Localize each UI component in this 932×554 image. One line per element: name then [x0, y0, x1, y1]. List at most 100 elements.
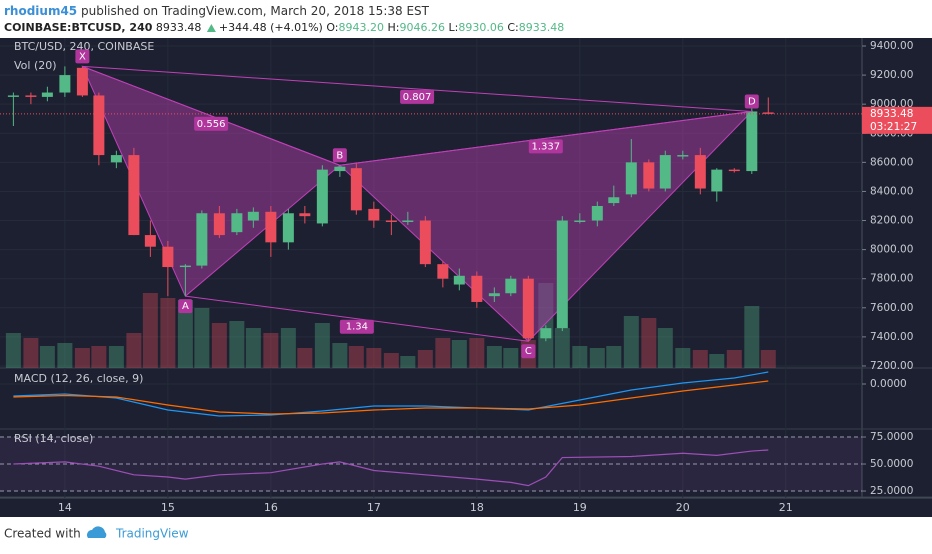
- volume-bar: [675, 348, 691, 368]
- ratio-line: [339, 110, 752, 166]
- candle-body: [574, 220, 586, 222]
- candle-body: [265, 211, 277, 243]
- volume-bar: [400, 356, 416, 368]
- brand-logo: [87, 526, 107, 538]
- y-tick-label: 8400.00: [870, 185, 913, 197]
- price: 8933.48: [156, 21, 202, 34]
- c-value: 8933.48: [519, 21, 565, 34]
- indicator-line: [13, 371, 769, 417]
- volume-bar: [641, 318, 657, 368]
- candle-body: [488, 293, 500, 297]
- volume-bar: [74, 348, 90, 368]
- volume-bar: [39, 346, 55, 368]
- footer: Created with TradingView: [4, 526, 189, 541]
- volume-bar: [23, 338, 39, 368]
- y-tick-label: 0.0000: [870, 378, 907, 390]
- l-label: L:: [448, 21, 458, 34]
- x-tick-label: 14: [58, 501, 72, 514]
- indicator-line: [13, 380, 769, 415]
- o-label: O:: [326, 21, 338, 34]
- volume-bar: [211, 323, 227, 368]
- volume-bar: [692, 350, 708, 368]
- volume-bar: [280, 328, 296, 368]
- ratio-label: 1.34: [346, 322, 368, 333]
- candle-body: [643, 162, 655, 189]
- x-tick-label: 16: [264, 501, 278, 514]
- candle-body: [453, 275, 465, 285]
- x-tick-label: 18: [470, 501, 484, 514]
- volume-bar: [383, 353, 399, 368]
- volume-bar: [726, 350, 742, 368]
- up-arrow: [206, 24, 216, 32]
- ratio-box: [400, 89, 435, 104]
- volume-bar: [657, 328, 673, 368]
- y-tick-label: 50.0000: [870, 458, 913, 470]
- candle-body: [540, 328, 552, 339]
- y-tick-label: 9200.00: [870, 69, 913, 81]
- candle-body: [746, 111, 758, 172]
- point-box: [75, 49, 90, 64]
- l-value: 8930.06: [458, 21, 504, 34]
- point-box: [744, 94, 759, 109]
- candle-body: [41, 92, 53, 97]
- last-price-box: [862, 106, 932, 134]
- candle-body: [25, 95, 37, 97]
- volume-bar: [57, 343, 73, 368]
- volume-bar: [572, 346, 588, 368]
- candle-body: [196, 213, 208, 266]
- candle-body: [385, 220, 397, 222]
- candle-body: [659, 155, 671, 189]
- volume-bar: [417, 350, 433, 368]
- candle-body: [419, 220, 431, 265]
- x-tick-label: 17: [367, 501, 381, 514]
- change: +344.48 (+4.01%): [219, 21, 323, 34]
- volume-bar: [314, 323, 330, 368]
- volume-bar: [760, 350, 776, 368]
- candle-body: [711, 169, 723, 192]
- x-tick-label: 20: [676, 501, 690, 514]
- ratio-label: 1.337: [532, 141, 561, 152]
- created-with: Created with: [4, 527, 81, 541]
- y-tick-label: 7800.00: [870, 273, 913, 285]
- ratio-label: 0.556: [197, 119, 226, 130]
- candle-body: [93, 95, 105, 156]
- candle-body: [728, 169, 740, 172]
- volume-bar: [142, 293, 158, 368]
- candle-body: [299, 213, 311, 217]
- panel: [0, 436, 862, 492]
- volume-bar: [623, 316, 639, 368]
- brand[interactable]: TradingView: [115, 527, 189, 541]
- candle-body: [59, 75, 71, 93]
- candle-body: [402, 220, 414, 222]
- candle-body: [213, 213, 225, 236]
- y-tick-label: 8200.00: [870, 215, 913, 227]
- volume-bar: [245, 328, 261, 368]
- candle-body: [591, 205, 603, 221]
- candle-body: [128, 155, 140, 236]
- volume-bar: [177, 300, 193, 368]
- candle-body: [522, 278, 534, 339]
- candle-body: [471, 275, 483, 302]
- volume-bar: [589, 348, 605, 368]
- author[interactable]: rhodium45: [4, 4, 77, 18]
- y-tick-label: 25.0000: [870, 485, 913, 497]
- candle-body: [162, 246, 174, 268]
- point-box: [332, 148, 347, 163]
- candle-body: [144, 235, 156, 247]
- x-tick-label: 15: [161, 501, 175, 514]
- candle-body: [625, 162, 637, 195]
- point-label: B: [336, 150, 343, 161]
- candle-body: [334, 166, 346, 172]
- candle-body: [316, 169, 328, 224]
- candle-body: [556, 220, 568, 329]
- ratio-line: [82, 65, 752, 112]
- candle-body: [231, 213, 243, 233]
- x-tick-label: 19: [573, 501, 587, 514]
- candle-body: [368, 208, 380, 221]
- ratio-box: [194, 116, 229, 131]
- volume-bar: [554, 328, 570, 368]
- panel-title: RSI (14, close): [14, 432, 93, 445]
- volume-bar: [194, 308, 210, 368]
- candle-body: [762, 112, 774, 114]
